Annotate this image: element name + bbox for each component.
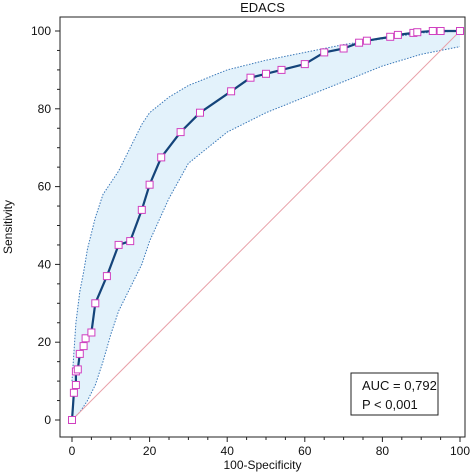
statistics-box: AUC = 0,792 P < 0,001 <box>350 372 439 416</box>
confidence-band <box>71 30 461 421</box>
roc-point <box>91 299 100 308</box>
roc-point <box>355 38 364 47</box>
auc-label: AUC = 0,792 <box>362 378 437 393</box>
roc-point <box>114 240 123 249</box>
roc-point <box>262 69 270 78</box>
roc-point <box>300 60 309 69</box>
x-tick-label: 0 <box>69 444 76 458</box>
roc-point <box>339 44 348 53</box>
roc-curve <box>68 27 464 424</box>
roc-point <box>126 237 135 246</box>
x-axis-title: 100-Specificity <box>223 458 301 472</box>
roc-point <box>157 153 166 162</box>
y-axis-title: Sensitivity <box>1 200 15 254</box>
roc-point <box>246 73 255 82</box>
statistics-box-frame <box>350 372 439 416</box>
axis-ticks: 0 20 40 60 80 100 0 20 40 60 80 100 <box>31 24 470 458</box>
roc-point <box>73 365 82 374</box>
x-tick-label: 80 <box>376 444 390 458</box>
y-tick-label: 100 <box>31 24 51 38</box>
x-tick-label: 60 <box>298 444 312 458</box>
chart-title: EDACS <box>240 0 285 15</box>
ci-lower-bound <box>71 46 461 421</box>
roc-point <box>413 28 422 37</box>
y-tick-label: 60 <box>38 180 52 194</box>
roc-point <box>436 27 445 35</box>
x-tick-label: 20 <box>143 444 157 458</box>
roc-point <box>393 30 402 39</box>
plot-area-frame <box>59 16 466 438</box>
roc-point <box>71 381 80 389</box>
roc-point <box>176 128 185 137</box>
ci-upper-bound <box>71 30 461 382</box>
roc-point <box>75 349 84 358</box>
roc-point <box>386 32 395 41</box>
roc-point <box>87 328 96 337</box>
y-tick-label: 80 <box>38 102 52 116</box>
roc-point <box>227 87 236 96</box>
roc-point <box>81 334 90 343</box>
y-tick-label: 20 <box>38 335 52 349</box>
y-tick-label: 0 <box>44 413 51 427</box>
roc-point <box>320 48 329 57</box>
reference-diagonal <box>71 30 461 421</box>
ci-band-fill <box>72 31 460 420</box>
roc-point <box>456 27 464 35</box>
x-tick-label: 100 <box>450 444 470 458</box>
roc-point <box>277 65 286 74</box>
roc-point <box>69 388 78 397</box>
roc-point <box>196 108 204 117</box>
x-tick-label: 40 <box>221 444 235 458</box>
roc-point <box>362 36 371 45</box>
roc-point <box>79 342 88 351</box>
roc-point <box>68 416 76 424</box>
y-tick-label: 40 <box>38 257 52 271</box>
roc-point <box>102 272 111 281</box>
roc-point <box>428 27 437 35</box>
p-value-label: P < 0,001 <box>362 397 418 412</box>
roc-point <box>145 180 154 189</box>
roc-point <box>137 205 146 214</box>
